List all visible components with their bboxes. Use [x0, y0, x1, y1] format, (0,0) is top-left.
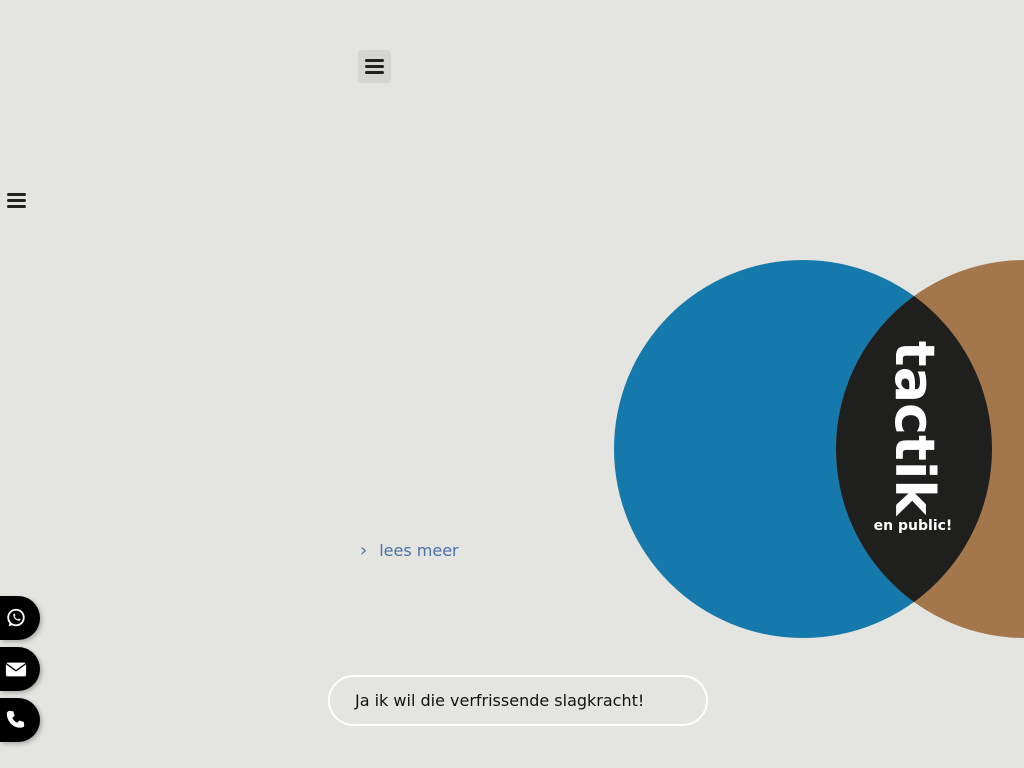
email-button[interactable] — [0, 647, 40, 691]
logo-subtitle: en public! — [874, 518, 953, 534]
hamburger-line — [7, 198, 26, 202]
cta-button[interactable]: Ja ik wil die verfrissende slagkracht! — [328, 675, 708, 726]
phone-icon — [6, 710, 25, 728]
envelope-icon — [5, 662, 27, 677]
phone-button[interactable] — [0, 698, 40, 742]
hamburger-icon — [7, 192, 26, 196]
hamburger-line — [7, 204, 26, 208]
hamburger-icon — [365, 59, 384, 62]
side-menu-toggle-button[interactable] — [7, 191, 27, 209]
whatsapp-icon — [7, 608, 25, 627]
hamburger-line — [365, 71, 384, 74]
whatsapp-button[interactable] — [0, 596, 40, 640]
menu-toggle-button[interactable] — [358, 50, 391, 83]
logo-overlap — [836, 260, 992, 638]
read-more-label: lees meer — [379, 541, 459, 560]
chevron-right-icon: › — [360, 540, 368, 561]
cta-label: Ja ik wil die verfrissende slagkracht! — [355, 691, 645, 710]
logo-title: tactik — [883, 341, 946, 517]
read-more-link[interactable]: › lees meer — [360, 540, 459, 561]
hamburger-line — [365, 65, 384, 68]
